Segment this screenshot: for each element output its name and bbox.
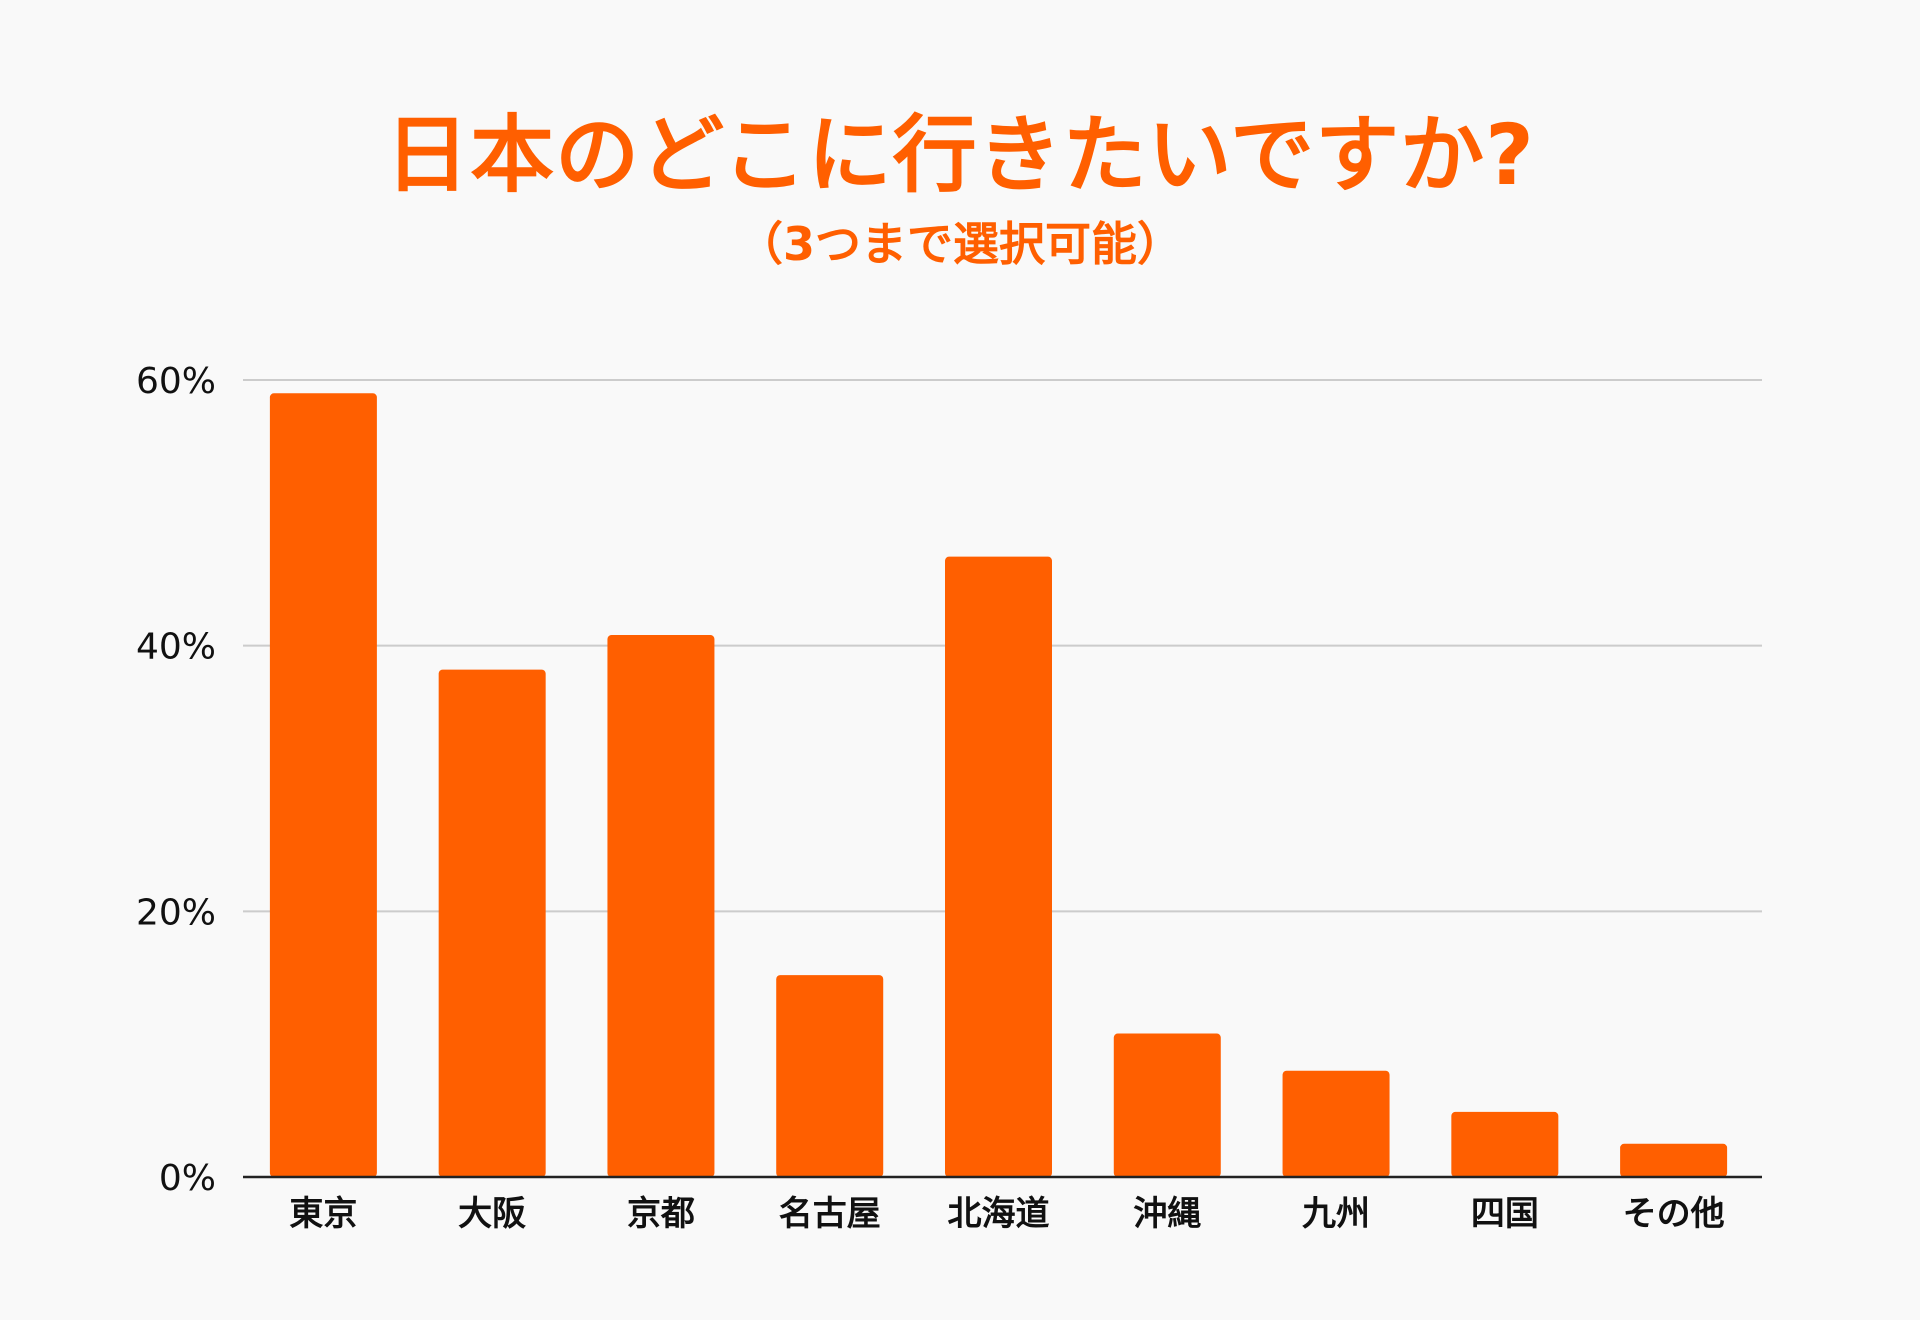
bar [269,393,377,1177]
bar [1620,1143,1728,1177]
y-tick-label: 40% [136,627,216,668]
chart-title: 日本のどこに行きたいですか? [385,106,1535,204]
bar [945,556,1052,1177]
x-category-label: 九州 [1302,1194,1370,1234]
bar [438,669,546,1177]
bar [1282,1070,1390,1177]
x-category-label: 北海道 [948,1194,1050,1234]
x-category-label: その他 [1623,1194,1725,1234]
x-category-label: 大阪 [458,1194,526,1234]
y-tick-label: 60% [136,361,216,402]
y-tick-label: 0% [159,1158,216,1199]
x-category-label: 沖縄 [1133,1194,1201,1234]
x-category-label: 京都 [627,1194,695,1234]
y-tick-label: 20% [136,892,216,933]
x-category-label: 名古屋 [779,1194,881,1234]
bar [607,635,715,1177]
x-category-label: 四国 [1471,1194,1539,1234]
x-category-label: 東京 [289,1194,357,1234]
bar [776,975,884,1177]
bar [1113,1033,1221,1177]
bar [1451,1111,1559,1177]
chart-subtitle: （3つまで選択可能） [736,217,1183,271]
